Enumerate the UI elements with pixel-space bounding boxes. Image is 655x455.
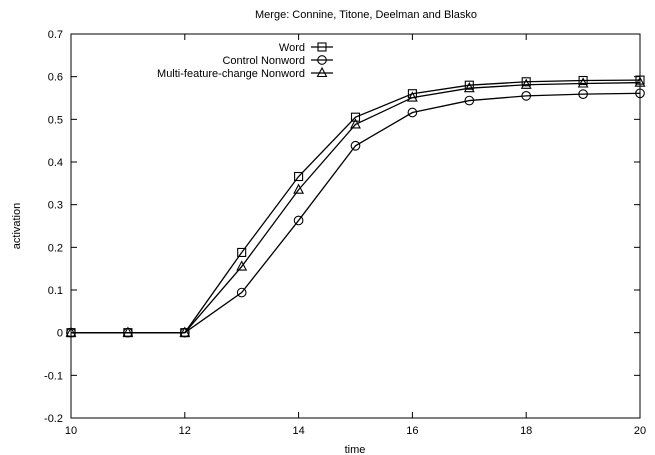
y-tick-label: 0.3 bbox=[48, 200, 63, 212]
data-point-triangle bbox=[463, 82, 475, 93]
data-point-square bbox=[350, 112, 361, 122]
data-point-triangle bbox=[65, 326, 77, 337]
data-point-circle bbox=[635, 88, 645, 99]
data-point-circle bbox=[578, 89, 588, 100]
data-point-square bbox=[464, 80, 474, 90]
data-point-circle bbox=[521, 91, 532, 101]
series-line bbox=[71, 81, 641, 334]
data-point-circle bbox=[293, 215, 304, 226]
data-point-circle bbox=[350, 140, 361, 151]
x-tick-label: 20 bbox=[634, 425, 646, 437]
data-point-triangle bbox=[520, 78, 532, 89]
data-point-circle bbox=[407, 107, 418, 118]
data-point-square bbox=[521, 77, 531, 87]
data-point-triangle bbox=[122, 326, 134, 337]
legend-label: Multi-feature-change Nonword bbox=[157, 68, 305, 80]
series-layer bbox=[65, 75, 646, 338]
legend-label: Control Nonword bbox=[222, 55, 305, 67]
x-tick-label: 16 bbox=[406, 425, 418, 437]
y-tick-label: 0.5 bbox=[48, 114, 63, 126]
y-tick-label: -0.2 bbox=[44, 413, 63, 425]
data-point-triangle bbox=[577, 77, 589, 88]
y-tick-label: 0.6 bbox=[48, 72, 63, 84]
data-point-circle bbox=[236, 287, 247, 298]
y-axis-title: activation bbox=[11, 203, 23, 249]
data-point-triangle bbox=[293, 183, 305, 194]
y-tick-label: 0.1 bbox=[48, 285, 63, 297]
legend-marker-circle bbox=[317, 55, 327, 65]
data-point-square bbox=[578, 75, 588, 86]
series-line bbox=[71, 92, 641, 334]
x-axis-ticks: 10 12 14 16 18 20 bbox=[65, 34, 646, 437]
data-point-circle bbox=[464, 95, 475, 106]
data-point-square bbox=[237, 247, 247, 258]
x-axis-title: time bbox=[345, 444, 366, 455]
y-tick-label: 0.4 bbox=[48, 157, 63, 169]
data-point-triangle bbox=[406, 91, 418, 102]
data-point-triangle bbox=[236, 260, 248, 271]
data-point-square bbox=[294, 171, 304, 182]
y-tick-label: 0 bbox=[57, 328, 63, 340]
chart-title: Merge: Connine, Titone, Deelman and Blas… bbox=[255, 9, 477, 21]
legend-marker-triangle bbox=[316, 66, 328, 78]
y-tick-label: 0.2 bbox=[48, 242, 63, 254]
series-line bbox=[71, 79, 641, 334]
x-tick-label: 14 bbox=[292, 425, 304, 437]
series-circle bbox=[66, 88, 645, 338]
series-triangle bbox=[65, 76, 646, 337]
legend-label: Word bbox=[279, 42, 305, 54]
x-tick-label: 18 bbox=[520, 425, 532, 437]
x-tick-label: 12 bbox=[179, 425, 191, 437]
y-axis-ticks: -0.2 -0.1 0 0.1 0.2 0.3 0.4 0.5 0.6 0.7 bbox=[44, 29, 640, 425]
plot-frame bbox=[70, 33, 641, 419]
data-point-triangle bbox=[634, 76, 646, 87]
y-tick-label: -0.1 bbox=[44, 370, 63, 382]
data-point-triangle bbox=[350, 118, 361, 129]
data-point-square bbox=[635, 75, 645, 85]
x-tick-label: 10 bbox=[65, 425, 77, 437]
series-square bbox=[66, 75, 645, 338]
data-point-triangle bbox=[179, 326, 191, 337]
legend-marker-square bbox=[317, 42, 327, 52]
y-tick-label: 0.7 bbox=[48, 29, 63, 41]
